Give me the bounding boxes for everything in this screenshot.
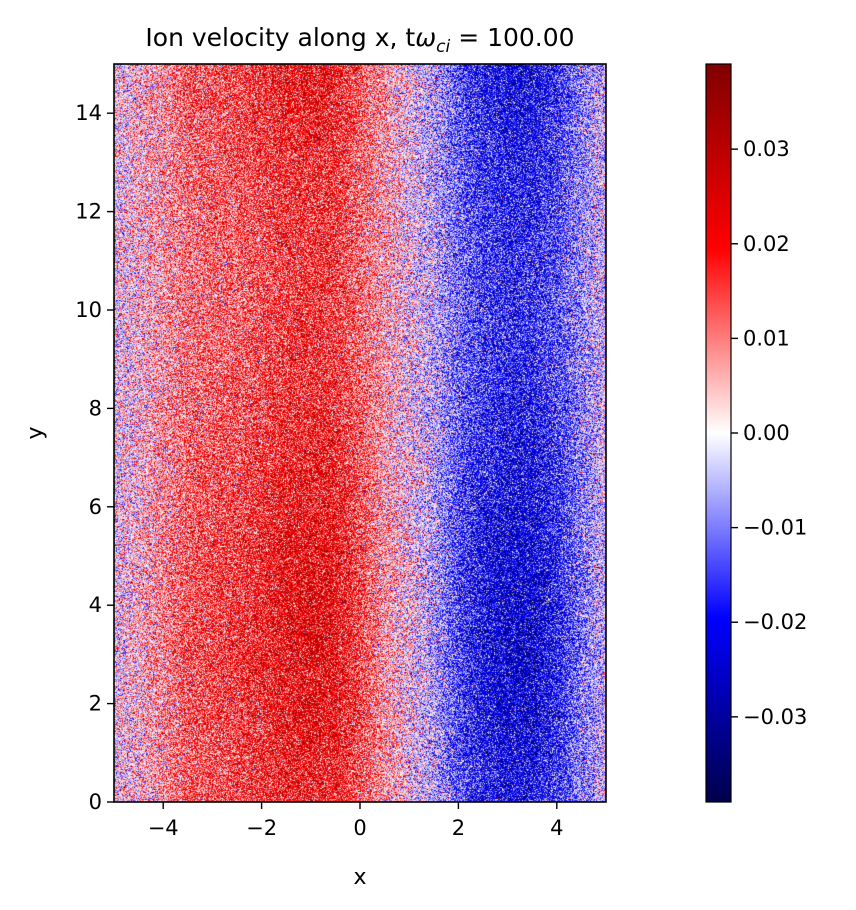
x-tick-label: 4 <box>550 816 563 840</box>
colorbar-axis: 0.03 0.02 0.01 0.00 −0.01 −0.02 −0.03 <box>731 137 807 729</box>
x-tick-label: 0 <box>353 816 366 840</box>
title-omega: ω <box>415 23 436 52</box>
y-tick-label: 0 <box>89 790 102 814</box>
y-tick-label: 10 <box>75 298 102 322</box>
colorbar-tick-label: 0.03 <box>743 137 790 161</box>
heatmap-area <box>114 64 606 802</box>
heatmap-canvas <box>114 64 606 802</box>
y-tick-label: 6 <box>89 495 102 519</box>
colorbar-tick-label: 0.01 <box>743 326 790 350</box>
colorbar-tick-label: −0.01 <box>743 516 807 540</box>
x-tick-label: 2 <box>452 816 465 840</box>
x-axis: −4 −2 0 2 4 <box>148 802 563 840</box>
x-tick-label: −4 <box>148 816 179 840</box>
y-tick-label: 4 <box>89 593 102 617</box>
x-axis-label: x <box>353 865 366 890</box>
y-tick-label: 14 <box>75 101 102 125</box>
y-tick-label: 12 <box>75 200 102 224</box>
title-prefix: Ion velocity along x, t <box>145 23 415 52</box>
title-suffix: = 100.00 <box>450 23 574 52</box>
chart-title: Ion velocity along x, tωci = 100.00 <box>145 23 574 57</box>
colorbar <box>705 63 732 803</box>
y-tick-label: 8 <box>89 396 102 420</box>
colorbar-tick-label: −0.03 <box>743 705 807 729</box>
x-tick-label: −2 <box>246 816 277 840</box>
colorbar-tick-label: 0.00 <box>743 421 790 445</box>
y-axis-label: y <box>23 426 48 439</box>
colorbar-tick-label: −0.02 <box>743 610 807 634</box>
y-tick-label: 2 <box>89 692 102 716</box>
colorbar-tick-label: 0.02 <box>743 232 790 256</box>
y-axis: 0 2 4 6 8 10 12 14 <box>75 101 114 814</box>
title-subscript: ci <box>436 37 450 57</box>
